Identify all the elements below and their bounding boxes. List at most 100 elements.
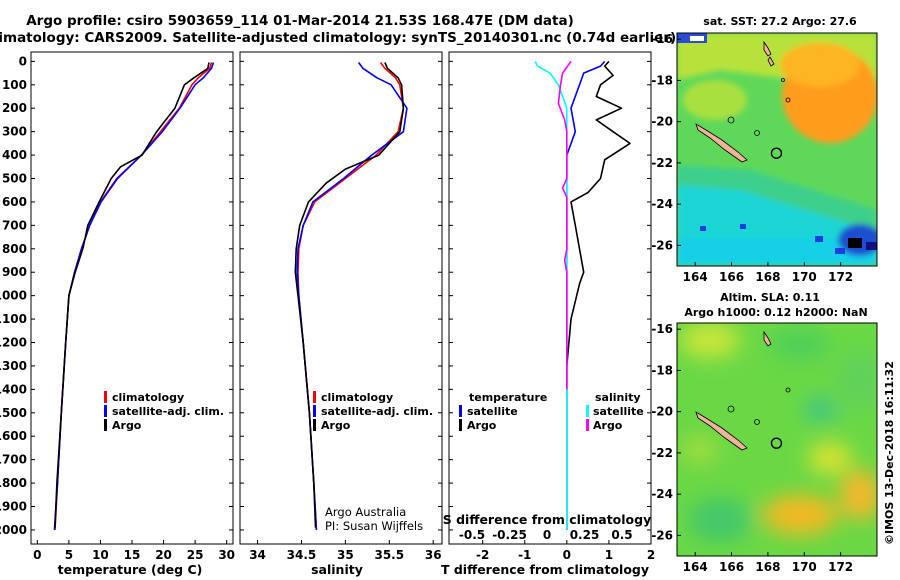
depth-tick-label: 1200: [0, 336, 27, 350]
legend-label: Argo: [593, 419, 623, 432]
depth-tick-label: 100: [2, 78, 27, 92]
temperature-x-label: temperature (deg C): [58, 562, 203, 577]
x-tick-label: 2: [647, 548, 655, 562]
map-y-tick-label: -16: [651, 32, 673, 46]
argo-position-marker: [770, 437, 783, 449]
depth-tick-label: 300: [2, 125, 27, 139]
map-x-tick-label: 168: [755, 560, 780, 574]
x2-tick-label: 0.5: [611, 528, 632, 542]
credit-line-2: PI: Susan Wijffels: [325, 519, 423, 533]
depth-tick-label: 1700: [0, 453, 27, 467]
sla-map-title: Altim. SLA: 0.11: [720, 291, 820, 304]
x-tick-label: 30: [218, 548, 235, 562]
map-x-tick-label: 164: [683, 560, 708, 574]
map-y-tick-label: -22: [651, 156, 673, 170]
legend-swatch: [313, 419, 316, 431]
x-tick-label: 15: [124, 548, 141, 562]
depth-tick-label: 600: [2, 195, 27, 209]
map-x-tick-label: 166: [719, 270, 744, 284]
x-tick-label: 35: [337, 548, 354, 562]
series-argo: [54, 62, 210, 528]
x-tick-label: 20: [155, 548, 172, 562]
map-y-tick-label: -26: [651, 528, 673, 542]
legend-label: climatology: [321, 391, 393, 404]
map-y-tick-label: -24: [651, 197, 673, 211]
map-x-tick-label: 172: [828, 270, 853, 284]
x-tick-label: 34.5: [287, 548, 317, 562]
x-tick-label: 34: [249, 548, 266, 562]
legend-swatch: [313, 405, 316, 417]
depth-tick-label: 2000: [0, 523, 27, 537]
x2-tick-label: -0.25: [492, 528, 527, 542]
map-y-tick-label: -16: [651, 322, 673, 336]
sst-map-axes: 164 166 168 170 172 -16 -18 -20 -22 -24 -26: [651, 32, 853, 284]
imos-timestamp: ©IMOS 13-Dec-2018 16:11:32: [883, 361, 896, 545]
sla-map-subtitle: Argo h1000: 0.12 h2000: NaN: [684, 306, 867, 319]
depth-tick-label: 500: [2, 172, 27, 186]
legend-label: satellite: [467, 405, 518, 418]
legend-swatch: [104, 419, 107, 431]
x-tick-label: 1: [605, 548, 613, 562]
figure-title-line2: Climatology: CARS2009. Satellite-adjuste…: [0, 30, 676, 46]
x-tick-label: -2: [476, 548, 489, 562]
difference-panel: [448, 51, 652, 545]
sst-map-title: sat. SST: 27.2 Argo: 27.6: [703, 15, 857, 28]
depth-tick-label: 1400: [0, 382, 27, 396]
salinity-x-label: salinity: [311, 562, 363, 577]
difference-x-label-secondary: S difference from climatology: [443, 512, 652, 527]
x-tick-label: 10: [92, 548, 109, 562]
legend-label: temperature: [469, 391, 547, 404]
map-y-tick-label: -18: [651, 363, 673, 377]
x-tick-label: 0: [33, 548, 41, 562]
depth-tick-label: 1000: [0, 289, 27, 303]
x-tick-label: -1: [518, 548, 531, 562]
legend-label: Argo: [467, 419, 497, 432]
figure-title-line1: Argo profile: csiro 5903659_114 01-Mar-2…: [26, 13, 574, 29]
depth-tick-label: 1900: [0, 500, 27, 514]
depth-tick-label: 400: [2, 148, 27, 162]
salinity-panel: [239, 51, 443, 545]
map-x-tick-label: 170: [792, 270, 817, 284]
x2-tick-label: 0: [543, 528, 551, 542]
sla-map-field: [677, 323, 877, 556]
salinity-chart: 34 34.5 35 35.5 36 climatologysatellite-adj. …: [249, 62, 442, 562]
x2-tick-label: 0.25: [570, 528, 600, 542]
difference-x-label: T difference from climatology: [441, 562, 649, 577]
legend-label: satellite: [593, 405, 644, 418]
depth-axis: 0 100 200 300 400 500 600 700 800 900 1000 1100 1200…: [0, 54, 651, 537]
sst-map-field: [677, 33, 877, 266]
map-y-tick-label: -20: [651, 115, 673, 129]
legend-label: satellite-adj. clim.: [112, 405, 224, 418]
legend-label: salinity: [595, 391, 641, 404]
x-tick-label: 35.5: [374, 548, 404, 562]
depth-tick-label: 1500: [0, 406, 27, 420]
depth-tick-label: 1800: [0, 476, 27, 490]
series-t-argo: [566, 60, 631, 530]
sla-map-axes: 164 166 168 170 172 -16 -18 -20 -22 -24 -26: [651, 322, 853, 574]
credit-line-1: Argo Australia: [325, 505, 406, 519]
series-s-argo: [557, 60, 572, 390]
x-tick-label: 36: [425, 548, 442, 562]
x-tick-label: 5: [65, 548, 73, 562]
argo-position-marker: [770, 147, 783, 159]
map-x-tick-label: 166: [719, 560, 744, 574]
legend-label: climatology: [112, 391, 184, 404]
map-x-tick-label: 170: [792, 560, 817, 574]
map-x-tick-label: 164: [683, 270, 708, 284]
map-x-tick-label: 172: [828, 560, 853, 574]
map-y-tick-label: -26: [651, 238, 673, 252]
legend-swatch: [459, 405, 462, 417]
depth-tick-label: 900: [2, 265, 27, 279]
map-y-tick-label: -24: [651, 487, 673, 501]
legend-label: Argo: [321, 419, 351, 432]
map-y-tick-label: -18: [651, 73, 673, 87]
depth-tick-label: 1100: [0, 312, 27, 326]
depth-tick-label: 0: [19, 54, 27, 68]
depth-tick-label: 700: [2, 218, 27, 232]
legend-swatch: [313, 391, 316, 403]
x2-tick-label: -0.5: [459, 528, 485, 542]
legend-label: Argo: [112, 419, 142, 432]
depth-tick-label: 1300: [0, 359, 27, 373]
